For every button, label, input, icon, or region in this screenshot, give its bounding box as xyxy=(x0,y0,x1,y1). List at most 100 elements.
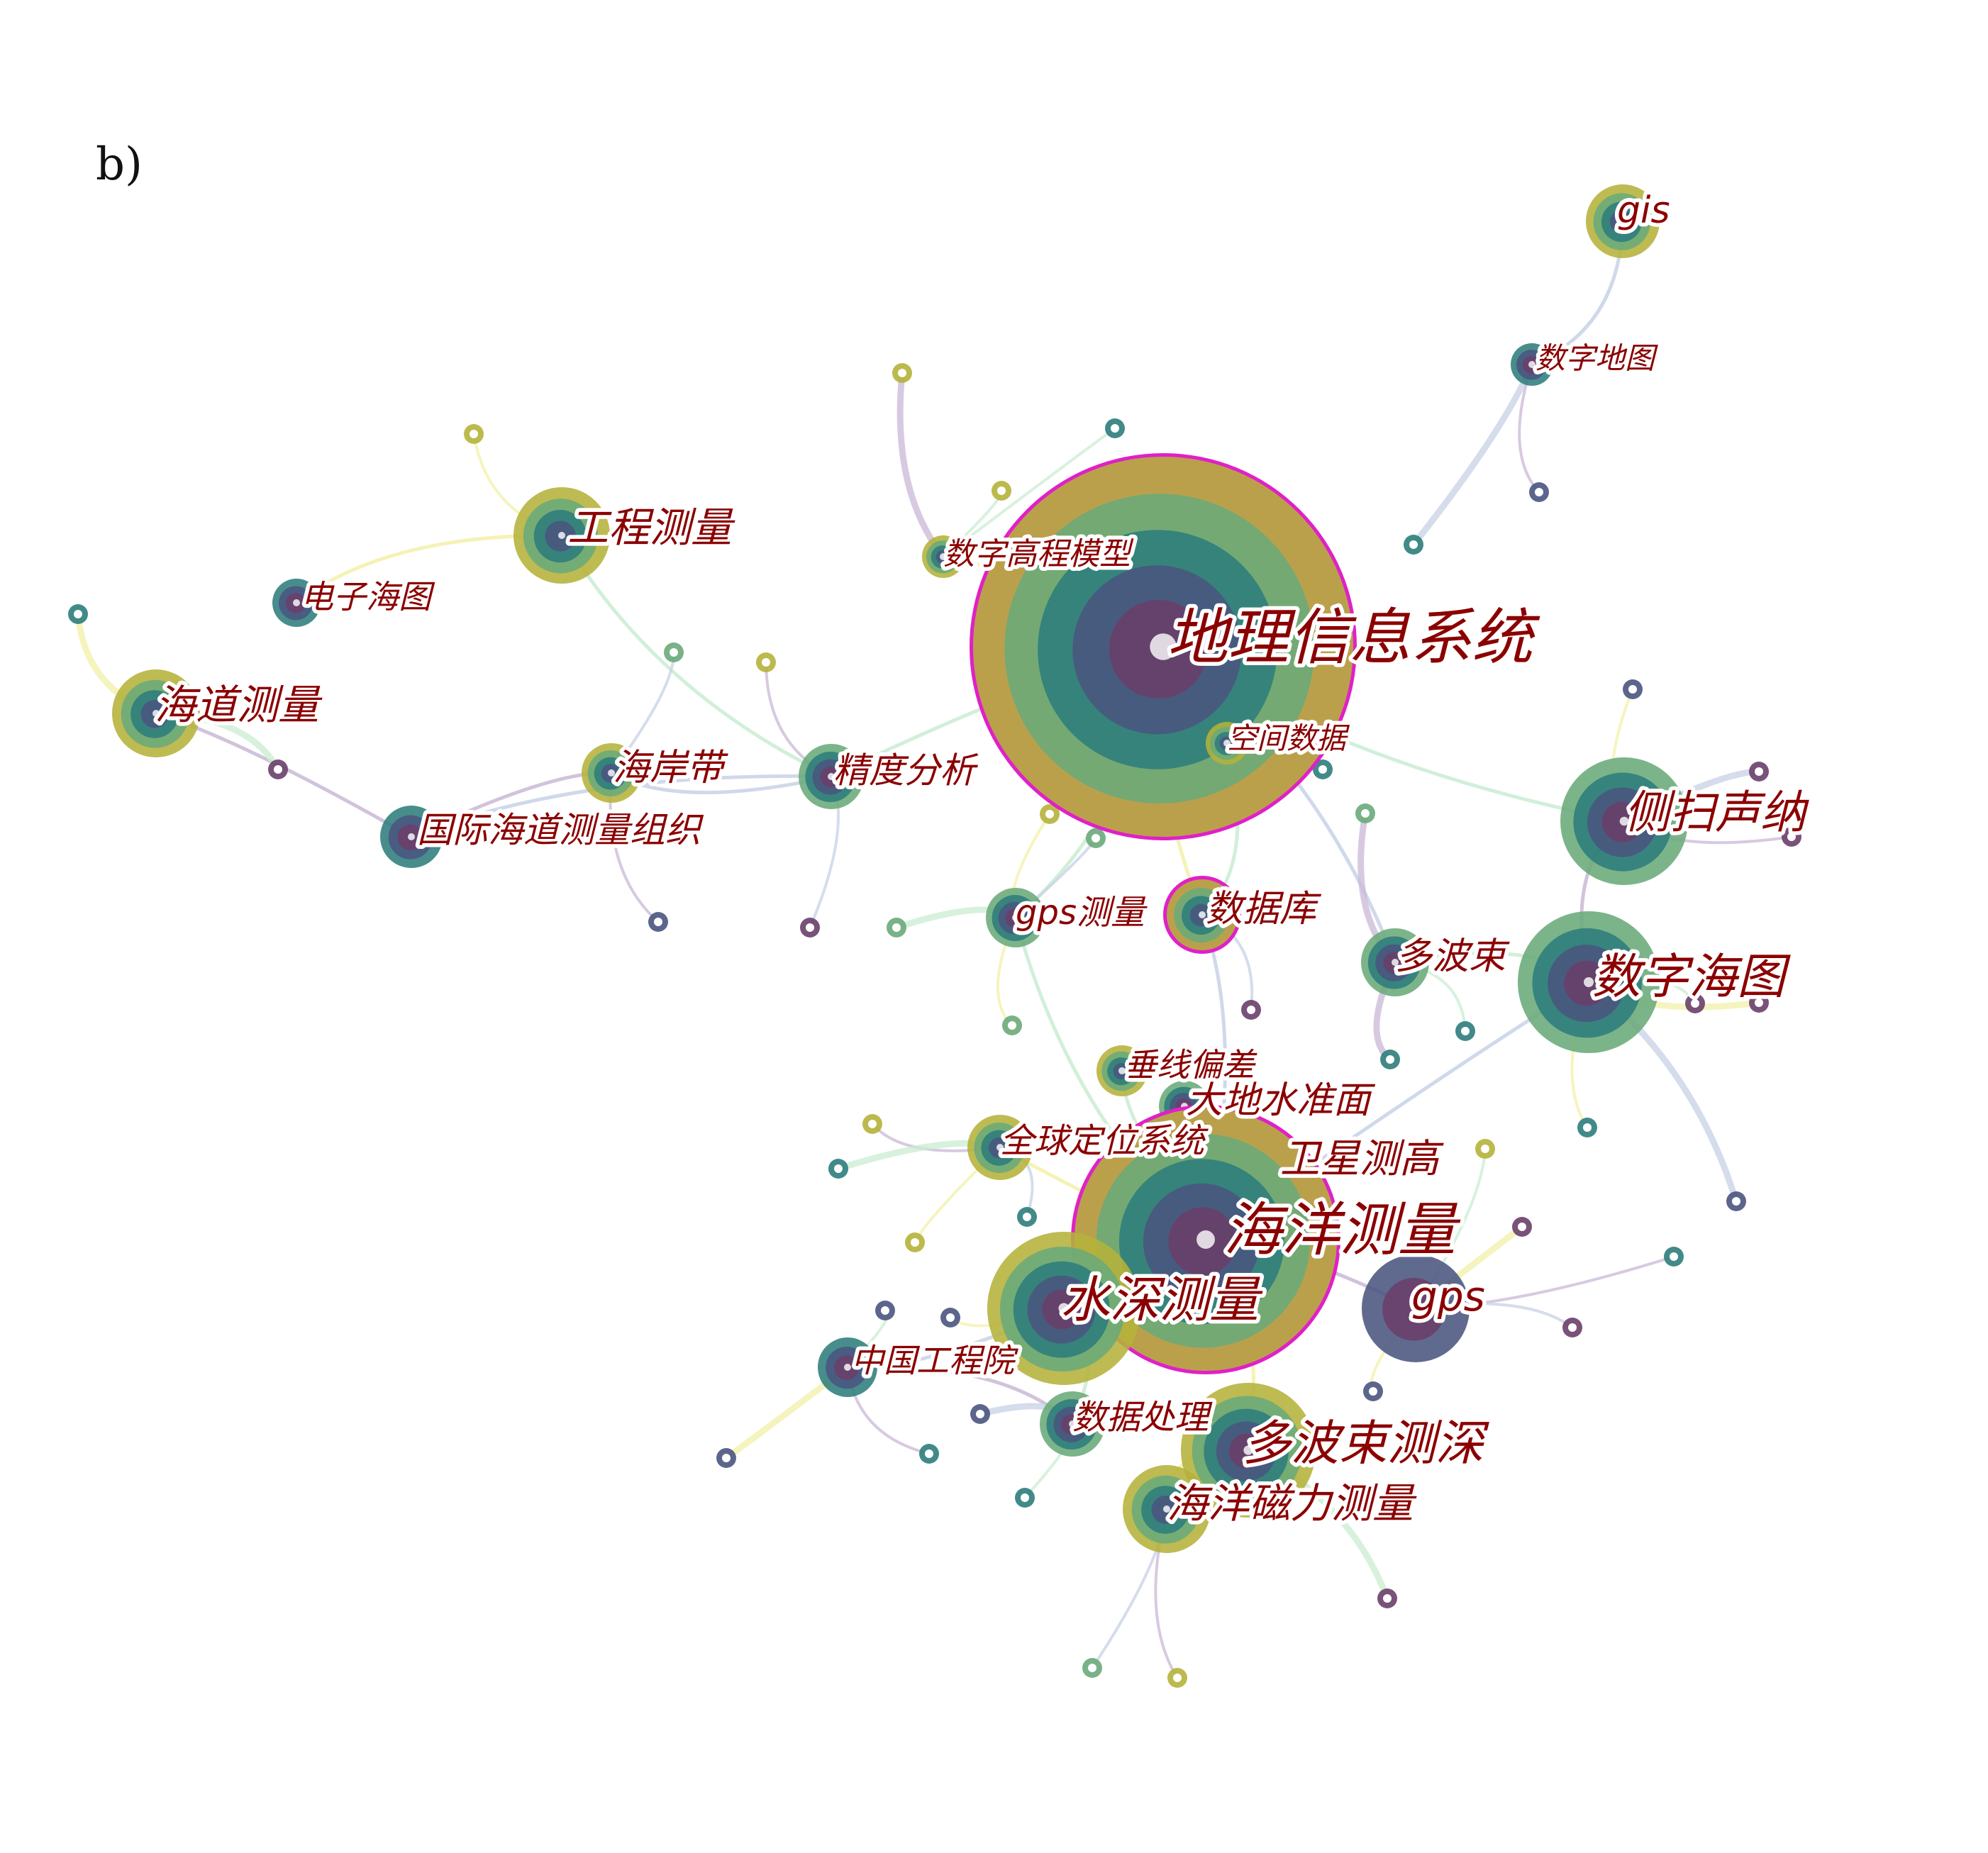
node-center xyxy=(408,833,415,840)
node-center xyxy=(608,769,615,777)
minor-node-center xyxy=(1691,999,1699,1008)
node-digital-chart xyxy=(1518,911,1660,1053)
node-channel-survey xyxy=(112,669,200,757)
label-geographic-info-system: 地理信息系统 xyxy=(1167,602,1540,673)
node-gis xyxy=(1586,184,1660,258)
minor-node-center xyxy=(881,1306,889,1315)
node-center xyxy=(1223,740,1231,747)
node-electronic-chart xyxy=(272,579,321,627)
node-center xyxy=(1199,911,1206,918)
label-cae: 中国工程院 xyxy=(851,1342,1018,1380)
minor-node-center xyxy=(1386,1055,1394,1064)
node-multibeam-sounding xyxy=(1181,1383,1316,1518)
label-dem: 数字高程模型 xyxy=(943,536,1134,572)
label-multibeam: 多波束 xyxy=(1395,935,1510,978)
label-deflection-vertical: 垂线偏差 xyxy=(1124,1046,1257,1084)
minor-node-center xyxy=(1568,1323,1577,1332)
node-iho xyxy=(380,806,443,868)
label-database: 数据库 xyxy=(1206,888,1322,930)
node-gps xyxy=(1362,1254,1470,1362)
minor-node-center xyxy=(1535,488,1543,496)
minor-link xyxy=(1411,363,1536,547)
minor-node-center xyxy=(1755,998,1763,1007)
node-center xyxy=(828,773,835,780)
minor-node-center xyxy=(925,1449,933,1458)
node-center xyxy=(1243,1445,1253,1455)
node-engineering-survey xyxy=(513,487,610,584)
node-marine-magnetic-survey xyxy=(1123,1465,1211,1553)
minor-node-center xyxy=(274,765,282,774)
node-center xyxy=(152,710,160,717)
minor-node-center xyxy=(868,1120,877,1128)
minor-node-center xyxy=(470,430,478,438)
minor-node-center xyxy=(911,1238,919,1247)
minor-node-center xyxy=(762,658,770,667)
node-center xyxy=(1411,1304,1420,1313)
label-channel-survey: 海道测量 xyxy=(155,681,323,729)
node-multibeam xyxy=(1361,928,1429,996)
node-center xyxy=(1118,1067,1126,1074)
minor-node-center xyxy=(1008,1021,1016,1030)
minor-node-center xyxy=(722,1454,731,1462)
label-gps: gps xyxy=(1411,1272,1485,1320)
minor-node-center xyxy=(1670,1252,1678,1261)
label-geoid: 大地水准面 xyxy=(1186,1079,1376,1122)
node-geographic-info-system xyxy=(970,453,1357,840)
node-center xyxy=(1392,959,1399,966)
minor-node-center xyxy=(1518,1223,1526,1231)
minor-node-center xyxy=(1755,767,1763,776)
label-accuracy-analysis: 精度分析 xyxy=(833,750,979,791)
minor-node-center xyxy=(1369,1387,1377,1396)
panel-label: b) xyxy=(96,138,143,191)
label-digital-map: 数字地图 xyxy=(1536,341,1658,376)
label-iho: 国际海道测量组织 xyxy=(417,810,704,851)
node-center xyxy=(844,1364,851,1371)
node-spatial-data xyxy=(1206,722,1248,764)
label-satellite-altimetry: 卫星测高 xyxy=(1280,1136,1444,1182)
minor-node-center xyxy=(1628,685,1637,694)
node-deflection-vertical xyxy=(1096,1045,1148,1096)
minor-node-center xyxy=(1383,1594,1392,1603)
node-digital-map xyxy=(1511,343,1553,386)
minor-node-center xyxy=(1045,810,1054,818)
label-multibeam-sounding: 多波束测深 xyxy=(1243,1416,1489,1472)
node-dem xyxy=(922,535,965,578)
minor-node-center xyxy=(1173,1674,1182,1682)
minor-node-center xyxy=(1461,1027,1470,1035)
label-data-processing: 数据处理 xyxy=(1072,1398,1213,1437)
label-digital-chart: 数字海图 xyxy=(1592,950,1791,1006)
node-sidescan-sonar xyxy=(1560,757,1688,885)
minor-node-center xyxy=(1787,833,1796,841)
minor-node-center xyxy=(1023,1213,1031,1221)
node-database xyxy=(1163,876,1241,954)
node-center xyxy=(1619,218,1626,225)
minor-node-center xyxy=(806,923,814,932)
minor-node-center xyxy=(1409,540,1418,549)
minor-node-center xyxy=(74,610,82,618)
minor-node-center xyxy=(892,923,901,932)
node-center xyxy=(940,553,947,560)
minor-node-center xyxy=(1481,1145,1489,1153)
minor-node-center xyxy=(946,1313,955,1322)
minor-node-center xyxy=(1021,1493,1029,1502)
node-data-processing xyxy=(1040,1391,1105,1457)
minor-link xyxy=(942,427,1116,558)
minor-node-center xyxy=(1732,1197,1740,1206)
node-coastal-zone xyxy=(582,743,641,803)
minor-node-center xyxy=(1247,1006,1255,1014)
label-sidescan-sonar: 侧扫声纳 xyxy=(1624,787,1809,840)
node-center xyxy=(1069,1420,1076,1428)
minor-node-center xyxy=(1361,809,1370,818)
node-center xyxy=(1150,633,1177,660)
node-center xyxy=(1163,1506,1170,1513)
node-center xyxy=(1584,977,1594,987)
node-center xyxy=(996,1144,1004,1151)
minor-node-center xyxy=(1583,1123,1592,1132)
node-center xyxy=(1528,361,1536,368)
node-cae xyxy=(818,1337,877,1397)
minor-node-center xyxy=(997,486,1006,495)
label-marine-survey: 海洋测量 xyxy=(1223,1196,1461,1264)
label-spatial-data: 空间数据 xyxy=(1227,721,1350,756)
